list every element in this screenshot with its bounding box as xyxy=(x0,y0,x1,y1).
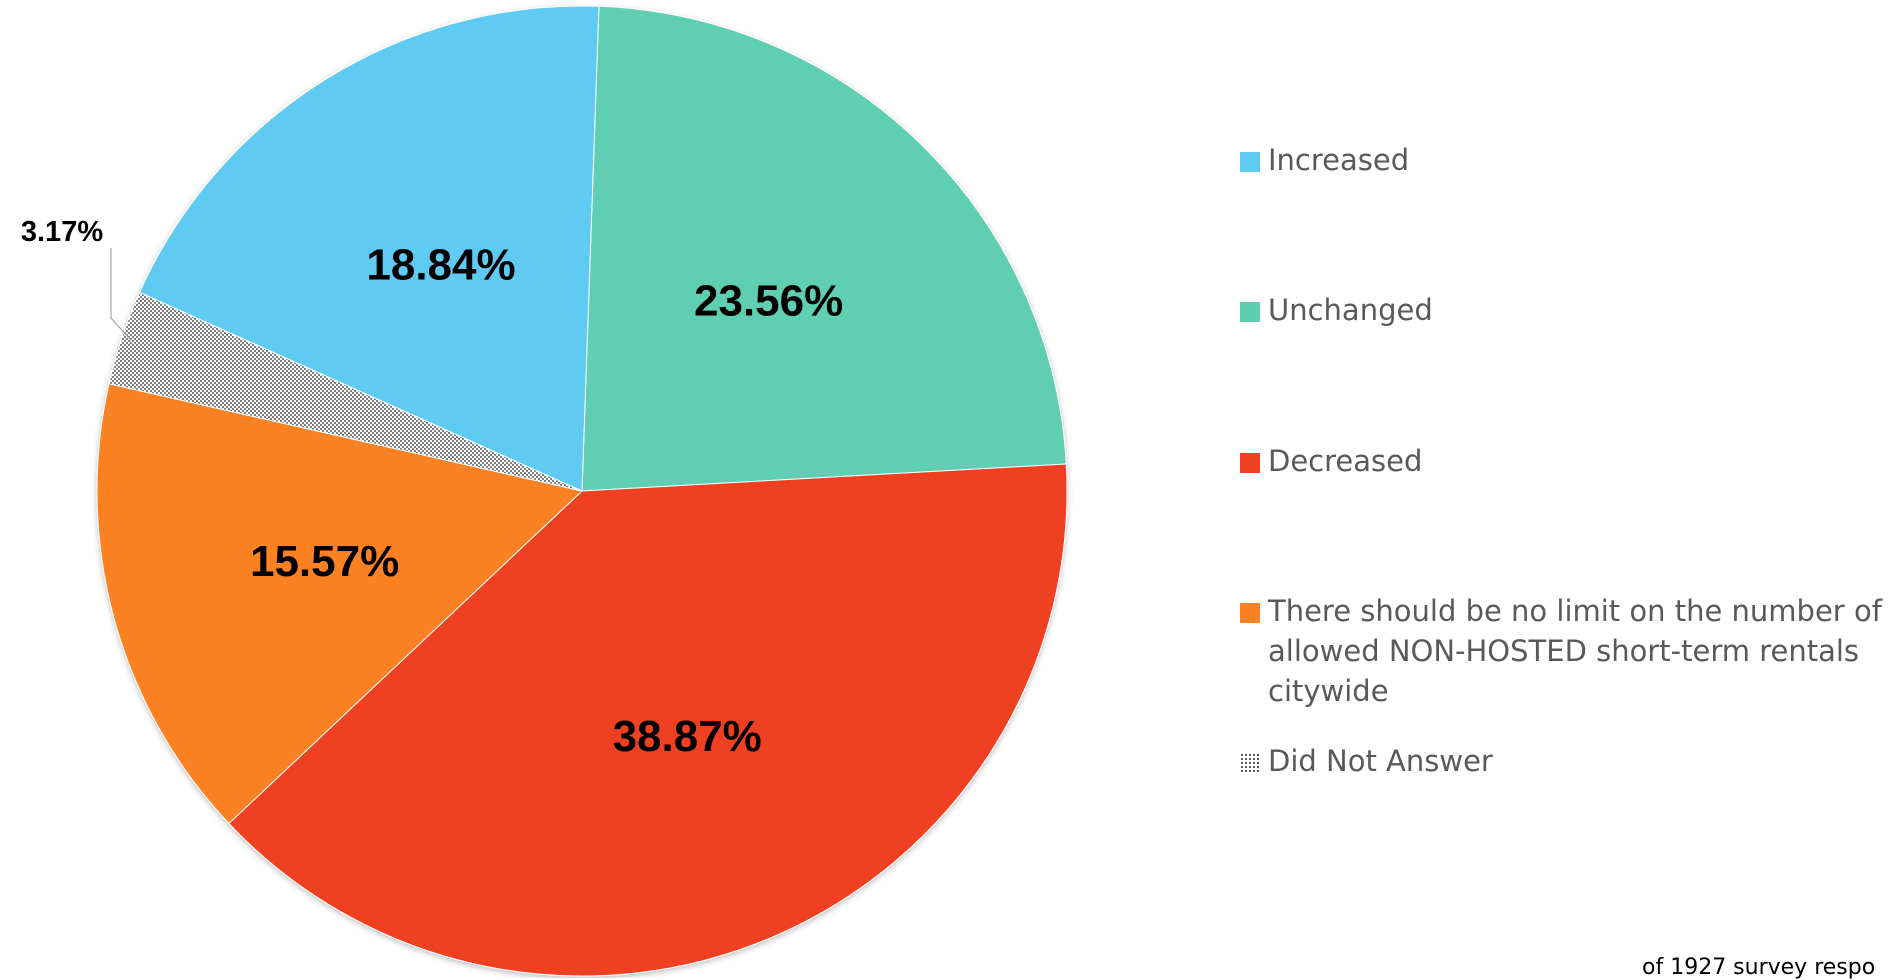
legend-item-no-limit: There should be no limit on the number o… xyxy=(1240,591,1900,711)
legend-swatch-increased xyxy=(1240,152,1260,172)
data-label-unchanged: 23.56% xyxy=(694,276,843,325)
pie-slice-increased xyxy=(138,5,600,492)
legend-item-unchanged: Unchanged xyxy=(1240,290,1433,330)
legend-swatch-no-limit xyxy=(1240,603,1260,623)
pie-slice-there-should-be-no-limit xyxy=(96,383,584,825)
legend-label: Did Not Answer xyxy=(1268,744,1493,778)
legend-item-increased: Increased xyxy=(1240,140,1409,180)
legend-label: There should be no limit on the number o… xyxy=(1268,594,1882,709)
legend-item-decreased: Decreased xyxy=(1240,441,1422,481)
legend-item-did-not-answer: Did Not Answer xyxy=(1240,741,1493,781)
leader-line-did-not-answer xyxy=(110,248,132,341)
legend-label: Unchanged xyxy=(1268,293,1433,327)
legend-label: Increased xyxy=(1268,143,1410,177)
data-label-did-not-answer: 3.17% xyxy=(21,216,103,248)
pie-slice-decreased xyxy=(228,463,1068,977)
legend-swatch-decreased xyxy=(1240,453,1260,473)
legend-swatch-did-not-answer xyxy=(1240,753,1260,773)
legend-swatch-unchanged xyxy=(1240,302,1260,322)
footnote: of 1927 survey respo xyxy=(1642,955,1876,980)
data-label-there-should-be-no-limit: 15.57% xyxy=(250,537,399,586)
legend-label: Decreased xyxy=(1268,444,1423,478)
data-label-increased: 18.84% xyxy=(366,241,515,290)
data-label-decreased: 38.87% xyxy=(613,712,762,761)
pie-slice-unchanged xyxy=(581,5,1067,492)
